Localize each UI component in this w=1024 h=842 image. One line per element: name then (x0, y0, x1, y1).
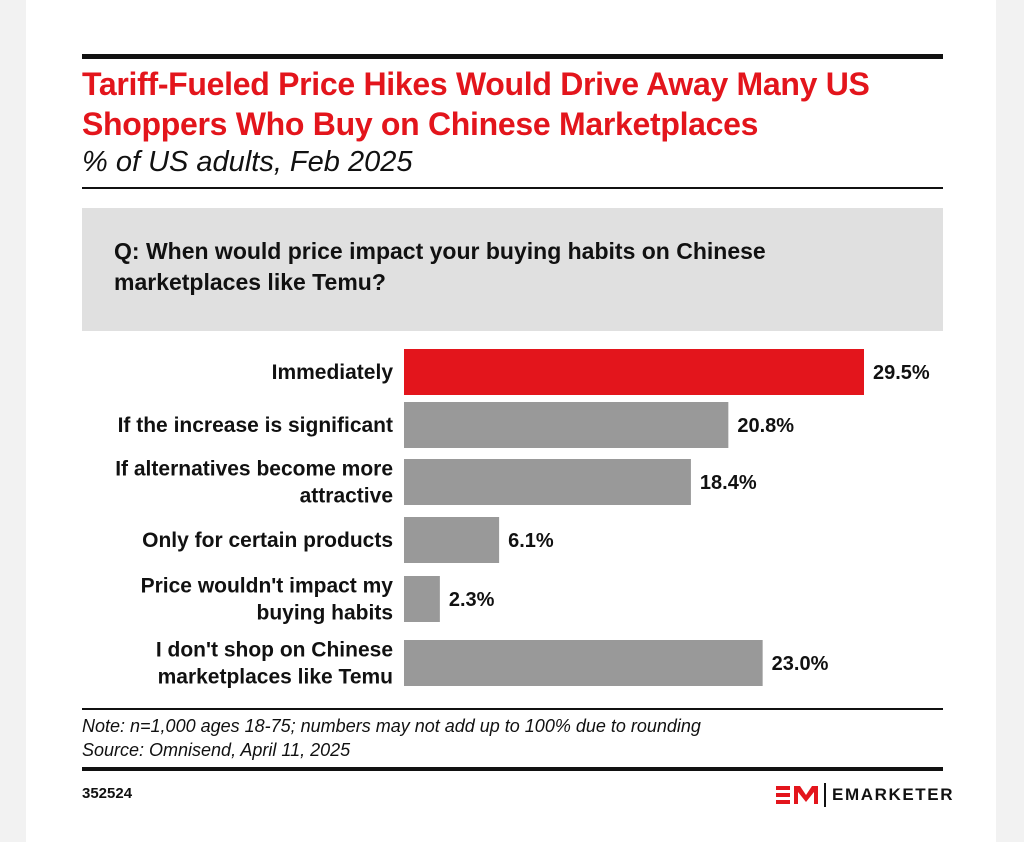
category-label-3: If alternatives become more attractive (115, 458, 393, 508)
category-label-2: If the increase is significant (118, 414, 393, 437)
value-label-3: 18.4% (700, 472, 757, 494)
value-label-2: 20.8% (737, 415, 794, 437)
chart-subtitle: % of US adults, Feb 2025 (82, 146, 413, 178)
bar-3 (404, 459, 691, 505)
chart-title: Tariff-Fueled Price Hikes Would Drive Aw… (82, 66, 870, 142)
value-label-6: 23.0% (772, 653, 829, 675)
top-rule (82, 54, 943, 59)
value-label-1: 29.5% (873, 362, 930, 384)
footnote: Note: n=1,000 ages 18-75; numbers may no… (82, 714, 942, 762)
note-rule (82, 708, 943, 710)
bottom-rule (82, 767, 943, 771)
bar-6 (404, 640, 763, 686)
brand-name: EMARKETER (832, 785, 955, 804)
question-box: Q: When would price impact your buying h… (82, 208, 943, 331)
em-logo-icon (776, 786, 818, 804)
logo-divider (824, 783, 826, 807)
chart-id: 352524 (82, 785, 133, 802)
question-text: Q: When would price impact your buying h… (114, 238, 766, 295)
source-text: Source: Omnisend, April 11, 2025 (82, 740, 351, 760)
category-label-6: I don't shop on Chinese marketplaces like… (156, 639, 393, 689)
bar-4 (404, 517, 500, 563)
category-label-1: Immediately (272, 361, 394, 384)
bar-1 (404, 349, 864, 395)
value-label-5: 2.3% (449, 589, 495, 611)
bar-2 (404, 402, 729, 448)
bar-5 (404, 576, 440, 622)
category-label-4: Only for certain products (142, 529, 393, 552)
subtitle-rule (82, 187, 943, 189)
value-label-4: 6.1% (508, 530, 554, 552)
note-text: Note: n=1,000 ages 18-75; numbers may no… (82, 716, 701, 736)
category-label-5: Price wouldn't impact my buying habits (141, 575, 394, 625)
